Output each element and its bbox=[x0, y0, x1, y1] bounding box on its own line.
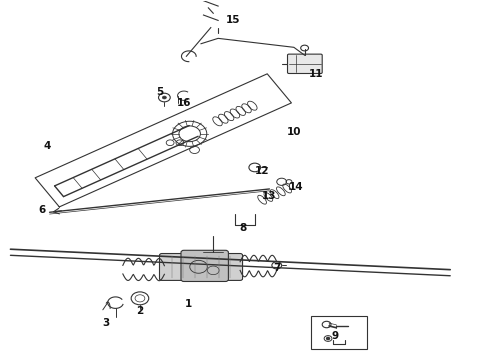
FancyBboxPatch shape bbox=[288, 54, 322, 73]
Text: 9: 9 bbox=[332, 331, 339, 341]
FancyBboxPatch shape bbox=[159, 253, 243, 280]
Text: 1: 1 bbox=[185, 299, 193, 309]
Text: 10: 10 bbox=[287, 127, 301, 136]
Text: 12: 12 bbox=[255, 166, 270, 176]
Text: 3: 3 bbox=[102, 319, 109, 328]
Text: 4: 4 bbox=[44, 141, 51, 151]
Text: 6: 6 bbox=[39, 206, 46, 216]
Bar bbox=[311, 316, 367, 348]
Circle shape bbox=[162, 96, 166, 99]
FancyBboxPatch shape bbox=[181, 250, 228, 282]
Text: 15: 15 bbox=[225, 15, 240, 26]
Text: 13: 13 bbox=[262, 191, 277, 201]
Text: 2: 2 bbox=[136, 306, 144, 316]
Text: 7: 7 bbox=[273, 263, 280, 273]
Text: 14: 14 bbox=[289, 182, 304, 192]
Text: 16: 16 bbox=[177, 98, 191, 108]
Text: 5: 5 bbox=[156, 87, 163, 97]
Text: 8: 8 bbox=[239, 224, 246, 233]
Text: 11: 11 bbox=[309, 69, 323, 79]
Circle shape bbox=[327, 337, 330, 339]
